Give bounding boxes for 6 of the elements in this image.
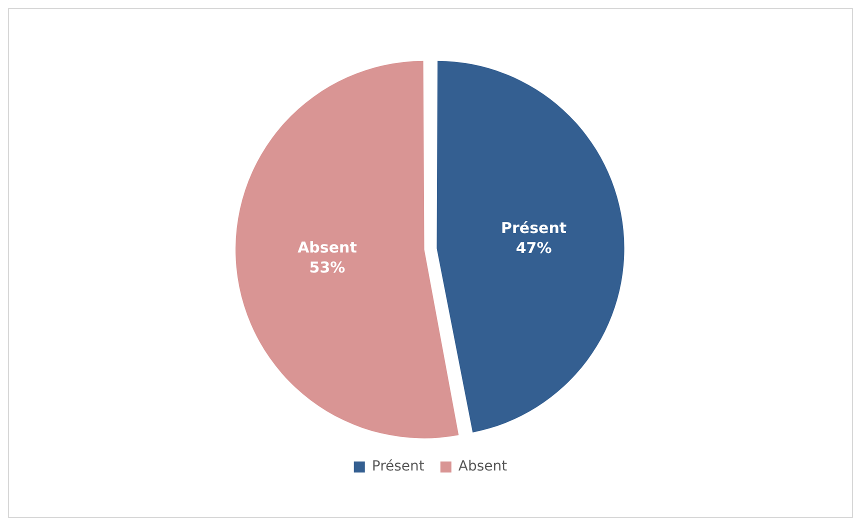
data-label: 53% bbox=[309, 258, 346, 277]
data-label: 47% bbox=[516, 239, 552, 258]
slice-label: Présent bbox=[501, 219, 567, 238]
legend-label: Présent bbox=[372, 458, 425, 475]
legend-label: Absent bbox=[458, 458, 508, 475]
slice-label: Absent bbox=[298, 238, 357, 257]
